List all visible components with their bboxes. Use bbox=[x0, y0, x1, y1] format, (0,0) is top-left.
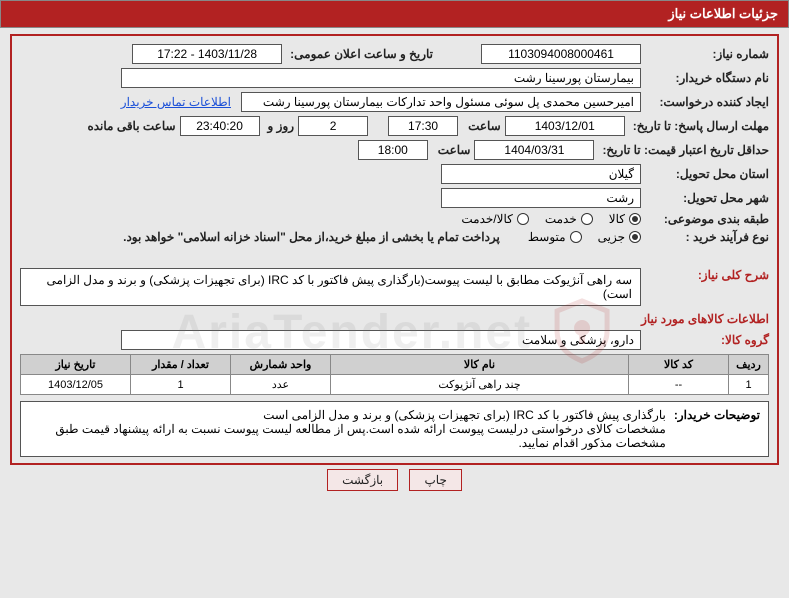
buyer-notes-label: توضیحات خریدار: bbox=[674, 408, 760, 450]
days-word: روز و bbox=[268, 119, 295, 133]
goods-group-label: گروه کالا: bbox=[649, 333, 769, 347]
radio-dot-icon bbox=[629, 231, 641, 243]
need-summary-text: سه راهی آنژیوکت مطابق با لیست پیوست(بارگ… bbox=[47, 273, 632, 301]
time-remaining-suffix: ساعت باقی مانده bbox=[87, 119, 175, 133]
td-row: 1 bbox=[729, 375, 769, 395]
td-qty: 1 bbox=[131, 375, 231, 395]
need-no-label: شماره نیاز: bbox=[649, 47, 769, 61]
main-panel: AriaTender.net شماره نیاز: 1103094008000… bbox=[10, 34, 779, 465]
radio-dot-icon bbox=[581, 213, 593, 225]
province-label: استان محل تحویل: bbox=[649, 167, 769, 181]
th-row: ردیف bbox=[729, 355, 769, 375]
buyer-org-label: نام دستگاه خریدار: bbox=[649, 71, 769, 85]
table-header-row: ردیف کد کالا نام کالا واحد شمارش تعداد /… bbox=[21, 355, 769, 375]
process-radio-group: جزیی متوسط bbox=[528, 230, 641, 244]
radio-goods[interactable]: کالا bbox=[609, 212, 641, 226]
days-remaining-field: 2 bbox=[298, 116, 368, 136]
row-process-type: نوع فرآیند خرید : جزیی متوسط پرداخت تمام… bbox=[20, 230, 769, 244]
subject-class-label: طبقه بندی موضوعی: bbox=[649, 212, 769, 226]
process-note: پرداخت تمام یا بخشی از مبلغ خرید،از محل … bbox=[123, 230, 500, 244]
deadline-date-field: 1403/12/01 bbox=[505, 116, 625, 136]
announce-label: تاریخ و ساعت اعلان عمومی: bbox=[290, 47, 433, 61]
goods-group-field: دارو، پزشکی و سلامت bbox=[121, 330, 641, 350]
radio-service-label: خدمت bbox=[545, 212, 577, 226]
buyer-notes-text: بارگذاری پیش فاکتور با کد IRC (برای تجهی… bbox=[29, 408, 666, 450]
goods-info-title: اطلاعات کالاهای مورد نیاز bbox=[20, 312, 769, 326]
radio-goods-service-label: کالا/خدمت bbox=[461, 212, 512, 226]
table-row: 1 -- چند راهی آنژیوکت عدد 1 1403/12/05 bbox=[21, 375, 769, 395]
row-validity: حداقل تاریخ اعتبار قیمت: تا تاریخ: 1404/… bbox=[20, 140, 769, 160]
td-unit: عدد bbox=[231, 375, 331, 395]
need-summary-box: سه راهی آنژیوکت مطابق با لیست پیوست(بارگ… bbox=[20, 268, 641, 306]
validity-date-field: 1404/03/31 bbox=[474, 140, 594, 160]
row-province: استان محل تحویل: گیلان bbox=[20, 164, 769, 184]
row-buyer-org: نام دستگاه خریدار: بیمارستان پورسینا رشت bbox=[20, 68, 769, 88]
saat-label-1: ساعت bbox=[468, 119, 501, 133]
th-code: کد کالا bbox=[629, 355, 729, 375]
subject-radio-group: کالا خدمت کالا/خدمت bbox=[461, 212, 641, 226]
radio-dot-icon bbox=[517, 213, 529, 225]
time-remaining-field: 23:40:20 bbox=[180, 116, 260, 136]
goods-table: ردیف کد کالا نام کالا واحد شمارش تعداد /… bbox=[20, 354, 769, 395]
buyer-org-field: بیمارستان پورسینا رشت bbox=[121, 68, 641, 88]
deadline-time-field: 17:30 bbox=[388, 116, 458, 136]
row-need-summary: شرح کلی نیاز: سه راهی آنژیوکت مطابق با ل… bbox=[20, 268, 769, 306]
contact-link[interactable]: اطلاعات تماس خریدار bbox=[121, 95, 231, 109]
city-label: شهر محل تحویل: bbox=[649, 191, 769, 205]
row-subject-class: طبقه بندی موضوعی: کالا خدمت کالا/خدمت bbox=[20, 212, 769, 226]
radio-partial[interactable]: جزیی bbox=[598, 230, 641, 244]
panel-header: جزئیات اطلاعات نیاز bbox=[0, 0, 789, 28]
td-name: چند راهی آنژیوکت bbox=[331, 375, 629, 395]
th-name: نام کالا bbox=[331, 355, 629, 375]
radio-service[interactable]: خدمت bbox=[545, 212, 593, 226]
footer-buttons: چاپ بازگشت bbox=[0, 469, 789, 491]
row-need-number: شماره نیاز: 1103094008000461 تاریخ و ساع… bbox=[20, 44, 769, 64]
th-date: تاریخ نیاز bbox=[21, 355, 131, 375]
row-city: شهر محل تحویل: رشت bbox=[20, 188, 769, 208]
td-code: -- bbox=[629, 375, 729, 395]
radio-dot-icon bbox=[629, 213, 641, 225]
province-field: گیلان bbox=[441, 164, 641, 184]
panel-title: جزئیات اطلاعات نیاز bbox=[668, 6, 778, 21]
city-field: رشت bbox=[441, 188, 641, 208]
th-unit: واحد شمارش bbox=[231, 355, 331, 375]
saat-label-2: ساعت bbox=[438, 143, 471, 157]
process-type-label: نوع فرآیند خرید : bbox=[649, 230, 769, 244]
radio-medium-label: متوسط bbox=[528, 230, 566, 244]
row-goods-group: گروه کالا: دارو، پزشکی و سلامت bbox=[20, 330, 769, 350]
row-requester: ایجاد کننده درخواست: امیرحسین محمدی پل س… bbox=[20, 92, 769, 112]
need-no-field: 1103094008000461 bbox=[481, 44, 641, 64]
radio-medium[interactable]: متوسط bbox=[528, 230, 582, 244]
print-button[interactable]: چاپ bbox=[409, 469, 461, 491]
radio-partial-label: جزیی bbox=[598, 230, 625, 244]
validity-label: حداقل تاریخ اعتبار قیمت: تا تاریخ: bbox=[602, 143, 769, 157]
need-summary-label: شرح کلی نیاز: bbox=[649, 268, 769, 282]
back-button[interactable]: بازگشت bbox=[327, 469, 398, 491]
announce-field: 1403/11/28 - 17:22 bbox=[132, 44, 282, 64]
buyer-notes-box: توضیحات خریدار: بارگذاری پیش فاکتور با ک… bbox=[20, 401, 769, 457]
row-deadline: مهلت ارسال پاسخ: تا تاریخ: 1403/12/01 سا… bbox=[20, 116, 769, 136]
radio-dot-icon bbox=[570, 231, 582, 243]
td-date: 1403/12/05 bbox=[21, 375, 131, 395]
radio-goods-service[interactable]: کالا/خدمت bbox=[461, 212, 528, 226]
requester-label: ایجاد کننده درخواست: bbox=[649, 95, 769, 109]
th-qty: تعداد / مقدار bbox=[131, 355, 231, 375]
validity-time-field: 18:00 bbox=[358, 140, 428, 160]
radio-goods-label: کالا bbox=[609, 212, 625, 226]
requester-field: امیرحسین محمدی پل سوئی مسئول واحد تدارکا… bbox=[241, 92, 641, 112]
deadline-label: مهلت ارسال پاسخ: تا تاریخ: bbox=[633, 119, 769, 133]
